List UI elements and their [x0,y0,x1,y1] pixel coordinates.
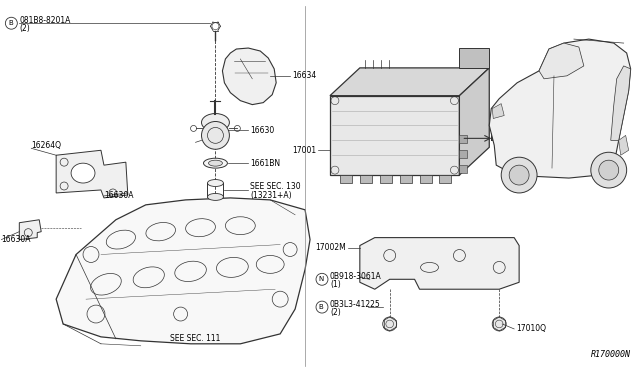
Polygon shape [440,175,451,183]
Polygon shape [460,150,467,158]
Polygon shape [619,135,628,155]
Polygon shape [223,48,276,105]
Ellipse shape [207,193,223,201]
Circle shape [501,157,537,193]
Text: (2): (2) [19,24,30,33]
Text: 1661BN: 1661BN [250,159,280,168]
Text: 0B918-3061A: 0B918-3061A [330,272,381,281]
Polygon shape [492,104,504,119]
Ellipse shape [202,113,229,131]
Ellipse shape [204,158,227,168]
Polygon shape [460,135,467,143]
Polygon shape [19,220,41,240]
Circle shape [202,122,229,149]
Polygon shape [460,165,467,173]
Circle shape [492,317,506,331]
Text: 16264Q: 16264Q [31,141,61,150]
Text: 17001: 17001 [292,146,316,155]
Text: (2): (2) [330,308,340,317]
Polygon shape [611,66,630,140]
Text: 081B8-8201A: 081B8-8201A [19,16,70,25]
Polygon shape [460,68,489,175]
Polygon shape [56,150,128,198]
Circle shape [509,165,529,185]
Text: R170000N: R170000N [591,350,630,359]
Ellipse shape [207,180,223,186]
Polygon shape [460,48,489,68]
Polygon shape [380,175,392,183]
Text: (13231+A): (13231+A) [250,192,292,201]
Polygon shape [330,68,489,96]
Circle shape [591,152,627,188]
Ellipse shape [209,160,223,166]
Text: 16634: 16634 [292,71,316,80]
Polygon shape [539,43,584,79]
Polygon shape [56,198,310,344]
Text: B: B [8,20,13,26]
Text: 17002M: 17002M [315,243,346,252]
Polygon shape [360,175,372,183]
Text: 0B3L3-41225: 0B3L3-41225 [330,299,381,309]
Text: N: N [318,276,324,282]
Text: SEE SEC. 130: SEE SEC. 130 [250,183,301,192]
Text: 17010Q: 17010Q [516,324,546,333]
Text: 16630A: 16630A [104,192,134,201]
Text: SEE SEC. 111: SEE SEC. 111 [170,334,221,343]
Polygon shape [489,39,630,178]
Polygon shape [399,175,412,183]
Text: (1): (1) [330,280,340,289]
Polygon shape [340,175,352,183]
Text: 16630A: 16630A [1,235,31,244]
Text: B: B [319,304,323,310]
Polygon shape [420,175,431,183]
Circle shape [599,160,619,180]
Polygon shape [330,96,460,175]
Bar [492,134,499,141]
Polygon shape [360,238,519,289]
Ellipse shape [71,163,95,183]
Text: 16630: 16630 [250,126,275,135]
Circle shape [383,317,397,331]
